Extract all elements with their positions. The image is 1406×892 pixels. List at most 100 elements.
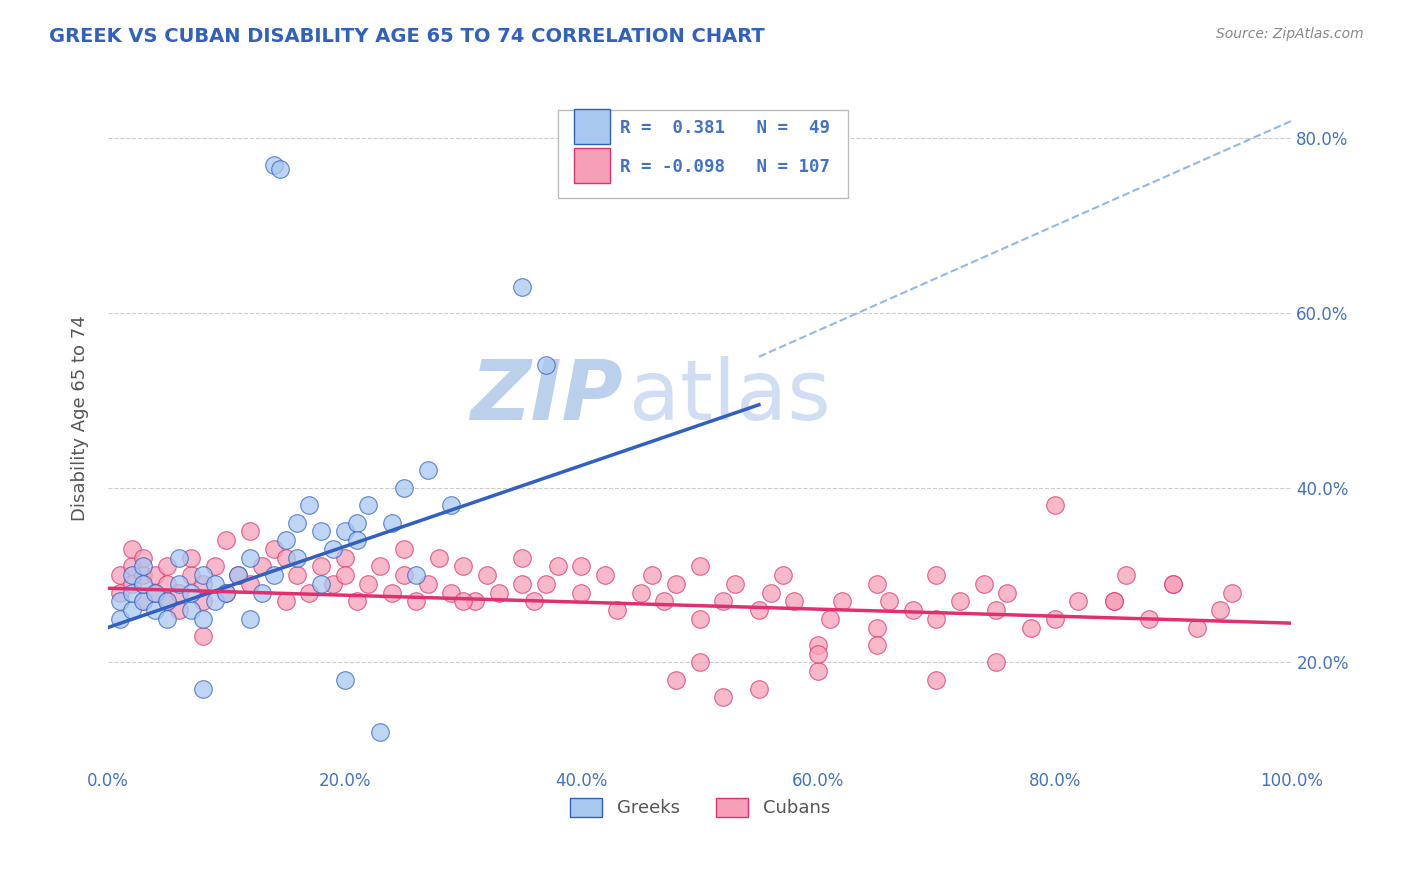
Point bbox=[689, 656, 711, 670]
Text: Source: ZipAtlas.com: Source: ZipAtlas.com bbox=[1216, 27, 1364, 41]
Point bbox=[156, 577, 179, 591]
Point bbox=[167, 603, 190, 617]
Text: ZIP: ZIP bbox=[470, 357, 623, 437]
Point bbox=[285, 568, 308, 582]
Point bbox=[309, 577, 332, 591]
Point bbox=[322, 541, 344, 556]
Point bbox=[180, 603, 202, 617]
Point bbox=[783, 594, 806, 608]
Point bbox=[569, 585, 592, 599]
Point bbox=[121, 577, 143, 591]
Point bbox=[180, 550, 202, 565]
Y-axis label: Disability Age 65 to 74: Disability Age 65 to 74 bbox=[72, 315, 89, 521]
Point bbox=[1161, 577, 1184, 591]
Point bbox=[108, 612, 131, 626]
Point bbox=[143, 603, 166, 617]
Point bbox=[901, 603, 924, 617]
Point bbox=[191, 681, 214, 696]
Point bbox=[949, 594, 972, 608]
Point bbox=[866, 638, 889, 652]
Point bbox=[925, 673, 948, 687]
Point bbox=[547, 559, 569, 574]
Point bbox=[132, 550, 155, 565]
Point bbox=[488, 585, 510, 599]
Point bbox=[167, 550, 190, 565]
Point bbox=[215, 585, 238, 599]
Point bbox=[510, 550, 533, 565]
Point bbox=[346, 533, 368, 548]
Point bbox=[156, 559, 179, 574]
Point bbox=[121, 568, 143, 582]
Point bbox=[143, 585, 166, 599]
Point bbox=[274, 594, 297, 608]
Point bbox=[1185, 620, 1208, 634]
Point bbox=[818, 612, 841, 626]
Point bbox=[665, 673, 688, 687]
Point bbox=[523, 594, 546, 608]
Point bbox=[250, 585, 273, 599]
Point bbox=[451, 594, 474, 608]
FancyBboxPatch shape bbox=[558, 111, 848, 198]
Point bbox=[475, 568, 498, 582]
FancyBboxPatch shape bbox=[574, 109, 610, 144]
Point bbox=[108, 594, 131, 608]
Point bbox=[108, 585, 131, 599]
Point bbox=[831, 594, 853, 608]
FancyBboxPatch shape bbox=[574, 148, 610, 183]
Point bbox=[239, 612, 262, 626]
Point bbox=[269, 161, 291, 176]
Point bbox=[1102, 594, 1125, 608]
Point bbox=[333, 673, 356, 687]
Point bbox=[866, 620, 889, 634]
Point bbox=[440, 585, 463, 599]
Point bbox=[724, 577, 747, 591]
Point bbox=[997, 585, 1019, 599]
Point bbox=[263, 568, 285, 582]
Point bbox=[121, 541, 143, 556]
Point bbox=[451, 559, 474, 574]
Point bbox=[132, 594, 155, 608]
Point bbox=[132, 568, 155, 582]
Point bbox=[1067, 594, 1090, 608]
Point bbox=[215, 533, 238, 548]
Point bbox=[239, 577, 262, 591]
Point bbox=[121, 585, 143, 599]
Point bbox=[772, 568, 794, 582]
Point bbox=[630, 585, 652, 599]
Point bbox=[381, 516, 404, 530]
Point bbox=[143, 568, 166, 582]
Text: atlas: atlas bbox=[628, 357, 831, 437]
Point bbox=[510, 280, 533, 294]
Point bbox=[368, 725, 391, 739]
Point bbox=[925, 612, 948, 626]
Point bbox=[440, 498, 463, 512]
Point bbox=[405, 568, 427, 582]
Point bbox=[713, 594, 735, 608]
Point bbox=[510, 577, 533, 591]
Point bbox=[606, 603, 628, 617]
Point bbox=[973, 577, 995, 591]
Point bbox=[263, 541, 285, 556]
Point bbox=[1220, 585, 1243, 599]
Point bbox=[1043, 498, 1066, 512]
Point bbox=[132, 577, 155, 591]
Text: R =  0.381   N =  49: R = 0.381 N = 49 bbox=[620, 119, 831, 136]
Point bbox=[689, 612, 711, 626]
Point bbox=[263, 158, 285, 172]
Point bbox=[381, 585, 404, 599]
Point bbox=[405, 594, 427, 608]
Point bbox=[1043, 612, 1066, 626]
Point bbox=[807, 647, 830, 661]
Point bbox=[1139, 612, 1161, 626]
Point bbox=[191, 577, 214, 591]
Point bbox=[984, 603, 1007, 617]
Point bbox=[132, 559, 155, 574]
Legend: Greeks, Cubans: Greeks, Cubans bbox=[562, 791, 837, 824]
Point bbox=[121, 603, 143, 617]
Point bbox=[204, 559, 226, 574]
Point bbox=[866, 577, 889, 591]
Point bbox=[748, 603, 770, 617]
Point bbox=[333, 568, 356, 582]
Text: GREEK VS CUBAN DISABILITY AGE 65 TO 74 CORRELATION CHART: GREEK VS CUBAN DISABILITY AGE 65 TO 74 C… bbox=[49, 27, 765, 45]
Point bbox=[309, 559, 332, 574]
